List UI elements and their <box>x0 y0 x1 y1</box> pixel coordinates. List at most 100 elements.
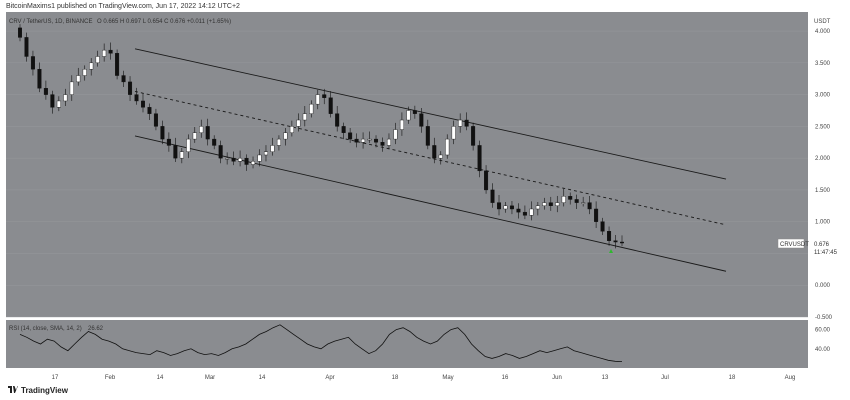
candle-up <box>529 208 534 216</box>
candle-down <box>425 126 430 146</box>
candle-up <box>561 196 566 203</box>
price-tick-label: 3.000 <box>815 93 831 99</box>
candle-down <box>128 81 133 95</box>
candle-up <box>458 119 463 127</box>
currency-label: USDT <box>814 19 831 25</box>
candle-up <box>179 151 184 159</box>
candle-up <box>102 49 107 57</box>
candle-up <box>581 202 586 204</box>
green-up-arrow-icon <box>609 249 613 253</box>
grid-layer <box>6 30 808 318</box>
candle-down <box>166 138 171 146</box>
candle-up <box>276 138 281 146</box>
candle-down <box>341 126 346 133</box>
candle-up <box>76 75 81 83</box>
candle-up <box>283 132 288 140</box>
candle-down <box>522 211 527 216</box>
candle-up <box>263 151 268 156</box>
time-tick-label: 18 <box>392 375 399 381</box>
candle-down <box>43 88 48 95</box>
candle-down <box>484 170 489 191</box>
candle-up <box>438 154 443 159</box>
candle-down <box>568 196 573 200</box>
time-tick-label: Aug <box>785 375 796 381</box>
candle-down <box>412 110 417 114</box>
rsi-tick-label: 60.00 <box>815 328 831 334</box>
candle-down <box>380 142 385 146</box>
candle-down <box>108 49 113 54</box>
candle-down <box>37 68 42 89</box>
last-price-tag: CRVUSDT 0.676 11:47:45 <box>777 238 848 256</box>
candle-down <box>121 75 126 83</box>
publisher-header: BitcoinMaxims1 published on TradingView.… <box>6 3 240 10</box>
footer-brand: TradingView <box>21 386 68 395</box>
candle-down <box>432 145 437 159</box>
candle-down <box>471 126 476 146</box>
price-tick-label: -0.500 <box>815 315 833 321</box>
candle-down <box>335 113 340 127</box>
candle-up <box>451 126 456 140</box>
candle-up <box>63 94 68 102</box>
channel-middle-line <box>134 90 727 226</box>
price-pane-bg <box>6 12 808 317</box>
candle-down <box>231 157 236 162</box>
time-tick-label: Jun <box>552 375 562 381</box>
candle-up <box>386 138 391 146</box>
rsi-layer: 60.00 40.00 <box>19 324 831 362</box>
symbol-tag-label: CRVUSDT <box>780 242 809 248</box>
candle-down <box>587 202 592 210</box>
candle-down <box>24 37 29 57</box>
candle-up <box>555 202 560 207</box>
time-tick-label: Mar <box>205 375 215 381</box>
candle-up <box>406 110 411 121</box>
time-tick-label: 16 <box>502 375 509 381</box>
time-tick-label: Jul <box>661 375 669 381</box>
candle-down <box>594 208 599 222</box>
candle-up <box>225 157 230 160</box>
rsi-pane-bg <box>6 320 808 368</box>
footer: TradingView <box>8 386 68 395</box>
candle-down <box>509 205 514 210</box>
price-tick-label: 1.500 <box>815 188 831 194</box>
symbol-pair-label: CRV / TetherUS, 1D, BINANCE <box>9 19 92 25</box>
time-tick-label: Feb <box>105 375 116 381</box>
countdown-label: 11:47:45 <box>814 250 838 256</box>
rsi-label: RSI (14, close, SMA, 14, 2) <box>9 326 82 332</box>
candle-up <box>251 161 256 165</box>
candle-down <box>18 27 23 38</box>
candle-down <box>490 189 495 203</box>
time-tick-label: May <box>442 375 453 381</box>
candle-down <box>620 241 625 244</box>
candle-up <box>315 94 320 105</box>
candle-up <box>69 81 74 95</box>
candle-up <box>399 119 404 130</box>
candle-up <box>238 157 243 162</box>
time-tick-label: 17 <box>52 375 59 381</box>
candle-down <box>30 56 35 70</box>
candle-down <box>244 157 249 165</box>
candle-down <box>218 145 223 159</box>
rsi-line <box>19 324 623 362</box>
candle-down <box>600 221 605 232</box>
candle-down <box>147 107 152 114</box>
candle-up <box>445 138 450 156</box>
candle-up <box>296 119 301 127</box>
candle-up <box>89 62 94 70</box>
candle-down <box>134 94 139 102</box>
price-tick-label: 0.000 <box>815 283 831 289</box>
candle-down <box>140 100 145 108</box>
candle-up <box>535 205 540 210</box>
candle-down <box>205 126 210 140</box>
candle-down <box>160 126 165 140</box>
candle-up <box>393 129 398 140</box>
tradingview-logo-icon <box>8 386 18 395</box>
time-tick-label: Apr <box>325 375 334 381</box>
candle-down <box>607 231 612 241</box>
candle-up <box>503 205 508 210</box>
time-tick-label: 14 <box>259 375 266 381</box>
candle-down <box>548 202 553 207</box>
candle-down <box>374 138 379 143</box>
candle-down <box>115 53 120 76</box>
candle-up <box>56 100 61 108</box>
